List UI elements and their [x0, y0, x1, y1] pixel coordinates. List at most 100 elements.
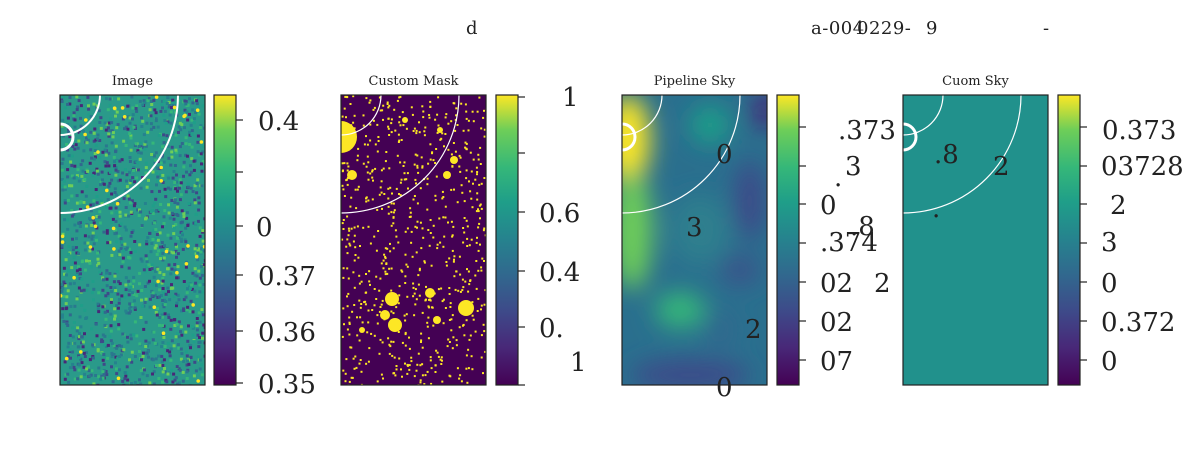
mask-pixel — [376, 150, 379, 153]
noise-pixel — [113, 232, 117, 236]
noise-pixel — [75, 174, 79, 178]
noise-pixel — [149, 122, 153, 126]
noise-pixel — [113, 164, 117, 168]
bright-source — [183, 113, 187, 118]
noise-pixel — [164, 121, 168, 125]
mask-pixel — [387, 125, 390, 128]
noise-pixel — [177, 346, 181, 350]
noise-pixel — [182, 309, 186, 312]
noise-pixel — [124, 374, 128, 378]
noise-pixel — [184, 330, 188, 334]
noise-pixel — [78, 268, 82, 272]
mask-pixel — [423, 260, 426, 263]
mask-pixel — [438, 217, 441, 220]
noise-pixel — [114, 355, 118, 359]
mask-pixel — [357, 185, 360, 188]
mask-pixel — [375, 249, 378, 252]
noise-pixel — [159, 252, 163, 255]
noise-pixel — [79, 132, 83, 136]
mask-pixel — [480, 308, 482, 311]
mask-pixel — [449, 375, 452, 378]
noise-pixel — [109, 300, 113, 304]
mask-pixel — [476, 198, 479, 201]
mask-pixel — [390, 122, 393, 125]
mask-pixel — [394, 129, 397, 132]
colorbar-image — [213, 94, 237, 386]
noise-pixel — [74, 176, 78, 180]
mask-pixel — [387, 197, 390, 200]
noise-pixel — [185, 291, 189, 295]
noise-pixel — [191, 333, 195, 337]
noise-pixel — [74, 274, 78, 277]
noise-pixel — [193, 198, 197, 202]
noise-pixel — [117, 297, 121, 301]
noise-pixel — [154, 197, 158, 201]
noise-pixel — [143, 142, 147, 146]
mask-pixel — [467, 367, 470, 370]
noise-pixel — [117, 301, 121, 305]
noise-pixel — [120, 349, 124, 353]
noise-pixel — [129, 234, 133, 238]
colorbar-tick-label: 3 — [845, 152, 862, 182]
mask-pixel — [469, 279, 472, 282]
noise-pixel — [77, 139, 81, 143]
noise-pixel — [68, 282, 72, 286]
colorbar-tick-label: 2 — [1110, 191, 1127, 221]
mask-pixel — [429, 232, 432, 234]
mask-source — [458, 300, 474, 316]
noise-pixel — [197, 269, 201, 273]
bright-source — [111, 226, 116, 231]
mask-pixel — [465, 169, 468, 172]
mask-pixel — [388, 352, 391, 355]
noise-pixel — [111, 217, 115, 221]
noise-pixel — [128, 201, 132, 205]
mask-pixel — [378, 193, 381, 196]
noise-pixel — [67, 130, 71, 134]
mask-pixel — [367, 309, 370, 312]
mask-pixel — [414, 153, 417, 156]
noise-pixel — [118, 282, 122, 286]
noise-pixel — [71, 335, 75, 339]
noise-pixel — [113, 314, 117, 318]
noise-pixel — [106, 293, 110, 297]
mask-pixel — [441, 190, 444, 193]
mask-pixel — [404, 319, 407, 322]
mask-pixel — [356, 316, 358, 319]
mask-pixel — [399, 95, 402, 98]
noise-pixel — [112, 344, 116, 348]
noise-pixel — [61, 313, 64, 317]
noise-pixel — [120, 158, 124, 162]
mask-pixel — [366, 143, 369, 146]
noise-pixel — [60, 162, 64, 165]
noise-pixel — [138, 157, 142, 161]
noise-pixel — [109, 324, 113, 328]
mask-pixel — [444, 307, 447, 309]
noise-pixel — [75, 237, 78, 241]
noise-pixel — [81, 345, 85, 349]
mask-pixel — [356, 225, 359, 228]
noise-pixel — [150, 153, 154, 156]
noise-pixel — [164, 106, 168, 110]
mask-pixel — [414, 225, 417, 228]
noise-pixel — [116, 292, 120, 296]
panel-image — [60, 95, 205, 385]
noise-pixel — [173, 201, 177, 204]
noise-pixel — [75, 329, 79, 333]
noise-pixel — [171, 380, 175, 384]
mask-pixel — [475, 166, 478, 169]
noise-pixel — [170, 267, 174, 271]
mask-pixel — [463, 200, 466, 203]
noise-pixel — [89, 209, 93, 213]
mask-pixel — [342, 276, 345, 279]
noise-pixel — [124, 288, 128, 292]
mask-pixel — [390, 224, 393, 227]
noise-pixel — [106, 291, 110, 295]
noise-pixel — [90, 369, 94, 373]
noise-pixel — [152, 283, 156, 287]
mask-pixel — [476, 171, 479, 173]
noise-pixel — [96, 257, 100, 261]
mask-pixel — [391, 192, 393, 195]
mask-pixel — [480, 182, 483, 185]
mask-pixel — [415, 129, 418, 132]
noise-pixel — [85, 288, 89, 292]
